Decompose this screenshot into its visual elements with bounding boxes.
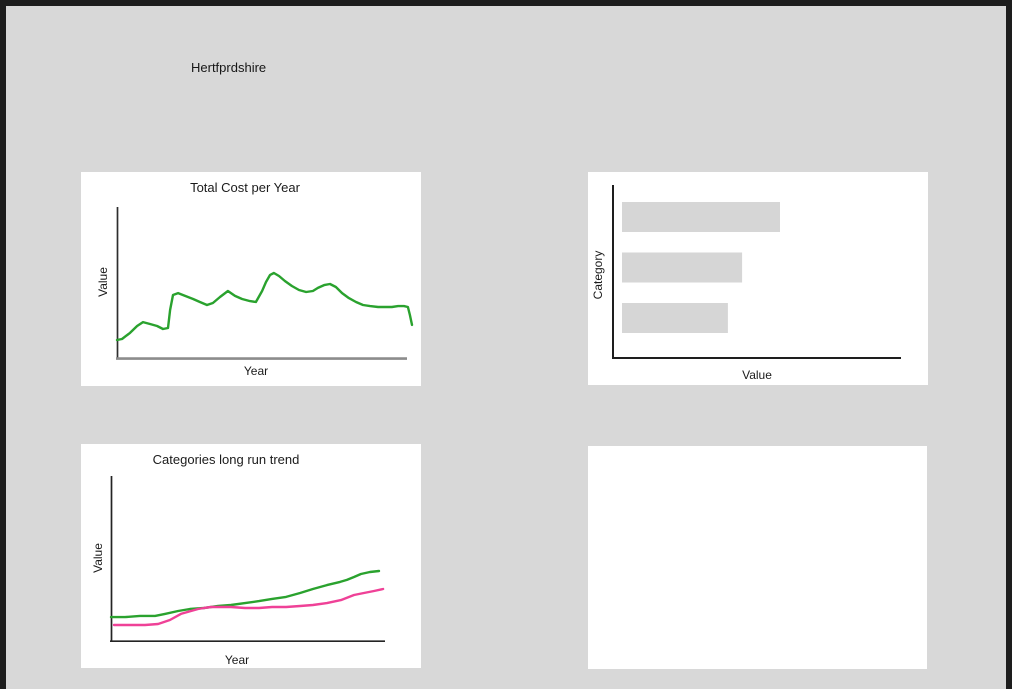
chart-title: Total Cost per Year bbox=[190, 180, 300, 195]
dashboard-canvas: Hertfprdshire Total Cost per Year Value … bbox=[6, 6, 1006, 689]
category-bar bbox=[622, 252, 743, 283]
category-bar bbox=[622, 202, 780, 232]
line-chart-long-run-trend bbox=[109, 476, 385, 643]
x-axis-label: Year bbox=[224, 653, 250, 667]
empty-card[interactable] bbox=[588, 446, 927, 669]
chart-card-category-bars[interactable]: Category Value bbox=[588, 172, 928, 385]
report-title-label: Hertfprdshire bbox=[191, 60, 267, 75]
series-total-cost bbox=[115, 271, 414, 342]
category-bar bbox=[622, 303, 728, 333]
series-category-green bbox=[109, 569, 381, 619]
y-axis-label: Value bbox=[96, 267, 110, 297]
x-axis-label: Year bbox=[243, 364, 269, 378]
chart-card-total-cost[interactable]: Total Cost per Year Value Year bbox=[81, 172, 421, 386]
y-axis-label: Category bbox=[591, 250, 605, 300]
x-axis-label: Value bbox=[742, 368, 772, 382]
chart-card-long-run-trend[interactable]: Categories long run trend Value Year bbox=[81, 444, 421, 668]
line-chart-total-cost bbox=[115, 207, 414, 360]
series-category-pink bbox=[112, 587, 385, 627]
bar-chart-category bbox=[612, 185, 901, 359]
y-axis-label: Value bbox=[91, 543, 105, 573]
chart-title: Categories long run trend bbox=[152, 452, 300, 467]
